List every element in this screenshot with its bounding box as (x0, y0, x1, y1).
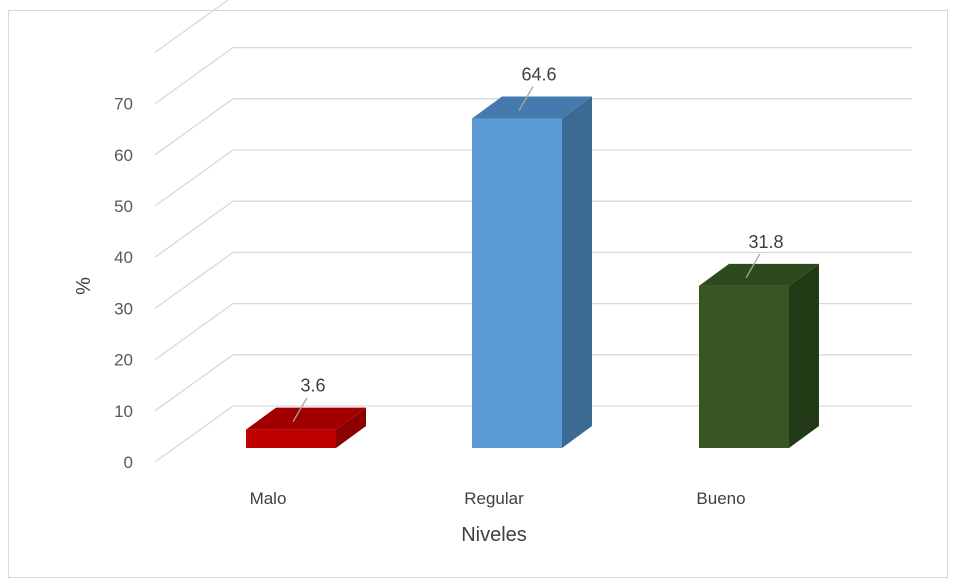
bar-top (472, 96, 592, 119)
data-label-leader (292, 397, 308, 422)
x-category-label: Regular (464, 489, 524, 508)
y-tick-label: 0 (124, 453, 133, 472)
bar-side (562, 96, 592, 448)
gridline-diagonal (154, 200, 234, 258)
bar-regular (472, 96, 592, 448)
data-labels: 3.6 64.6 31.8 (292, 65, 784, 422)
y-tick-label: 70 (114, 95, 133, 114)
gridline-diagonal (154, 251, 234, 309)
bar-bueno (699, 263, 819, 448)
gridline-diagonal (154, 149, 234, 207)
bar-top (699, 263, 819, 286)
y-tick-label: 60 (114, 146, 133, 165)
y-axis-ticks: 0 10 20 30 40 50 60 70 (114, 95, 133, 472)
x-category-label: Bueno (696, 489, 745, 508)
gridline-diagonal (154, 303, 234, 361)
bar-top (246, 407, 366, 430)
gridline-diagonal (154, 405, 234, 463)
data-label: 64.6 (521, 65, 556, 85)
bars (246, 96, 819, 448)
y-tick-label: 20 (114, 351, 133, 370)
chart-frame (8, 10, 948, 578)
gridline-diagonal (154, 98, 234, 156)
y-axis-title: % (73, 277, 95, 295)
data-label-leader (745, 253, 761, 279)
data-label-leader (518, 86, 534, 111)
x-axis-categories: Malo Regular Bueno (250, 489, 746, 508)
x-category-label: Malo (250, 489, 287, 508)
bar-front (472, 118, 562, 448)
y-tick-label: 10 (114, 402, 133, 421)
gridline-diagonal (154, 354, 234, 412)
x-axis-title: Niveles (461, 524, 527, 546)
data-label: 31.8 (748, 232, 783, 252)
y-tick-label: 40 (114, 248, 133, 267)
y-tick-label: 50 (114, 197, 133, 216)
bar-front (246, 429, 336, 448)
bar-malo (246, 407, 366, 448)
gridline-diagonal (154, 0, 230, 53)
data-label: 3.6 (300, 376, 325, 396)
bar-side (789, 263, 819, 448)
gridline-diagonal (154, 47, 234, 105)
bar-side (336, 407, 366, 448)
y-tick-label: 30 (114, 299, 133, 318)
bar-front (699, 285, 789, 448)
